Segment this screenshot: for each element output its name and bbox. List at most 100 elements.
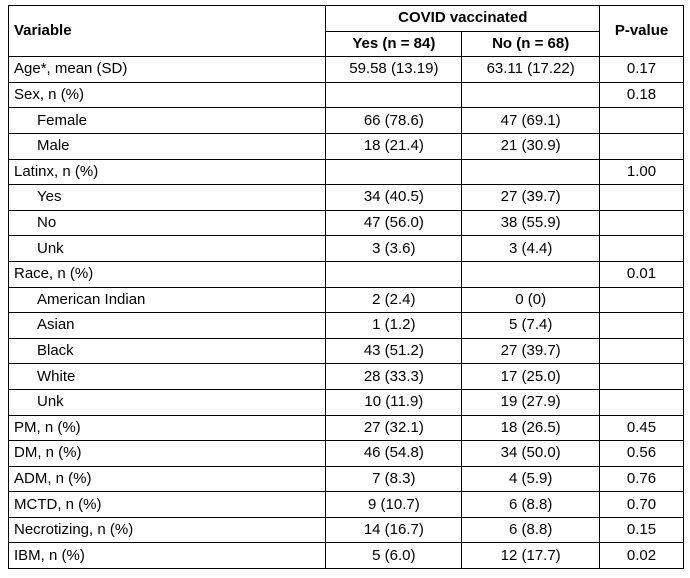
value-cell: 0.02 <box>599 542 684 570</box>
value-cell <box>325 260 463 288</box>
header-cell: COVID vaccinated <box>325 5 601 32</box>
value-cell: 0.01 <box>599 260 684 288</box>
value-cell: 2 (2.4) <box>325 286 463 314</box>
value-cell: 6 (8.8) <box>461 516 601 544</box>
label-cell: DM, n (%) <box>7 440 327 467</box>
value-cell: 3 (4.4) <box>461 235 601 262</box>
value-cell <box>325 81 463 109</box>
value-cell: 0.18 <box>599 81 684 109</box>
label-cell: Latinx, n (%) <box>7 158 327 186</box>
value-cell: 46 (54.8) <box>325 440 463 467</box>
value-cell: 47 (69.1) <box>461 107 601 134</box>
sub-row: Yes 34 (40.5) 27 (39.7) <box>7 184 684 211</box>
value-cell: 0.45 <box>599 414 684 442</box>
value-cell: 47 (56.0) <box>325 209 463 237</box>
value-cell <box>599 337 684 365</box>
data-table: Variable COVID vaccinated P-value Yes (n… <box>7 4 684 570</box>
label-cell: Asian <box>7 312 327 339</box>
row: MCTD, n (%) 9 (10.7) 6 (8.8) 0.70 <box>7 491 684 518</box>
row: ADM, n (%) 7 (8.3) 4 (5.9) 0.76 <box>7 465 684 493</box>
value-cell <box>325 158 463 186</box>
label-cell: Unk <box>7 235 327 262</box>
sub-row: Male 18 (21.4) 21 (30.9) <box>7 132 684 160</box>
header-row: Yes (n = 84) No (n = 68) <box>9 30 684 58</box>
value-cell: 38 (55.9) <box>461 209 601 237</box>
value-cell: 18 (21.4) <box>325 132 463 160</box>
value-cell: 27 (39.7) <box>461 337 601 365</box>
value-cell: 5 (6.0) <box>325 542 463 570</box>
value-cell: 0.17 <box>599 56 684 83</box>
value-cell: 0.70 <box>599 491 684 518</box>
value-cell: 6 (8.8) <box>461 491 601 518</box>
value-cell: 28 (33.3) <box>325 363 463 390</box>
value-cell: 9 (10.7) <box>325 491 463 518</box>
header-cell: P-value <box>599 4 684 58</box>
value-cell: 12 (17.7) <box>461 542 601 570</box>
label-cell: Age*, mean (SD) <box>7 56 327 83</box>
sub-row: Female 66 (78.6) 47 (69.1) <box>7 107 684 134</box>
label-cell: Male <box>7 132 327 160</box>
sub-row: American Indian 2 (2.4) 0 (0) <box>7 286 684 314</box>
label-cell: Black <box>7 337 327 365</box>
value-cell <box>461 260 601 288</box>
value-cell: 1.00 <box>599 158 684 186</box>
value-cell: 4 (5.9) <box>461 465 601 493</box>
row: IBM, n (%) 5 (6.0) 12 (17.7) 0.02 <box>7 542 684 570</box>
value-cell: 0.15 <box>599 516 684 544</box>
value-cell: 34 (50.0) <box>461 440 601 467</box>
value-cell: 3 (3.6) <box>325 235 463 262</box>
label-cell: IBM, n (%) <box>7 542 327 570</box>
value-cell <box>599 363 684 390</box>
label-cell: American Indian <box>7 286 327 314</box>
value-cell: 66 (78.6) <box>325 107 463 134</box>
header-row: Variable COVID vaccinated P-value <box>7 4 684 58</box>
value-cell: 1 (1.2) <box>325 312 463 339</box>
label-cell: MCTD, n (%) <box>7 491 327 518</box>
value-cell <box>599 388 684 416</box>
sub-row: Asian 1 (1.2) 5 (7.4) <box>7 312 684 339</box>
label-cell: Sex, n (%) <box>7 81 327 109</box>
label-cell: No <box>7 209 327 237</box>
row: DM, n (%) 46 (54.8) 34 (50.0) 0.56 <box>7 440 684 467</box>
value-cell: 10 (11.9) <box>325 388 463 416</box>
value-cell <box>599 235 684 262</box>
value-cell <box>461 81 601 109</box>
value-cell: 18 (26.5) <box>461 414 601 442</box>
value-cell: 63.11 (17.22) <box>461 56 601 83</box>
value-cell <box>599 184 684 211</box>
value-cell: 27 (39.7) <box>461 184 601 211</box>
sub-row: Black 43 (51.2) 27 (39.7) <box>7 337 684 365</box>
sub-row: No 47 (56.0) 38 (55.9) <box>7 209 684 237</box>
value-cell <box>599 132 684 160</box>
row: Age*, mean (SD) 59.58 (13.19) 63.11 (17.22… <box>7 56 684 83</box>
label-cell: Unk <box>7 388 327 416</box>
row: Latinx, n (%) 1.00 <box>7 158 684 186</box>
sub-row: White 28 (33.3) 17 (25.0) <box>7 363 684 390</box>
label-cell: Yes <box>7 184 327 211</box>
table-body: Age*, mean (SD) 59.58 (13.19) 63.11 (17.22… <box>7 56 684 570</box>
value-cell: 34 (40.5) <box>325 184 463 211</box>
sub-row: Unk 10 (11.9) 19 (27.9) <box>7 388 684 416</box>
value-cell: 7 (8.3) <box>325 465 463 493</box>
value-cell: 0.56 <box>599 440 684 467</box>
label-cell: Necrotizing, n (%) <box>7 516 327 544</box>
value-cell <box>599 286 684 314</box>
row: Necrotizing, n (%) 14 (16.7) 6 (8.8) 0.15 <box>7 516 684 544</box>
label-cell: Race, n (%) <box>7 260 327 288</box>
row: Race, n (%) 0.01 <box>7 260 684 288</box>
value-cell: 0 (0) <box>461 286 601 314</box>
row: PM, n (%) 27 (32.1) 18 (26.5) 0.45 <box>7 414 684 442</box>
value-cell <box>461 158 601 186</box>
header-cell: No (n = 68) <box>461 30 601 58</box>
value-cell: 19 (27.9) <box>461 388 601 416</box>
value-cell: 14 (16.7) <box>325 516 463 544</box>
value-cell: 17 (25.0) <box>461 363 601 390</box>
label-cell: ADM, n (%) <box>7 465 327 493</box>
value-cell: 27 (32.1) <box>325 414 463 442</box>
row: Sex, n (%) 0.18 <box>7 81 684 109</box>
value-cell <box>599 107 684 134</box>
header-cell: Yes (n = 84) <box>325 30 463 58</box>
label-cell: PM, n (%) <box>7 414 327 442</box>
value-cell: 43 (51.2) <box>325 337 463 365</box>
